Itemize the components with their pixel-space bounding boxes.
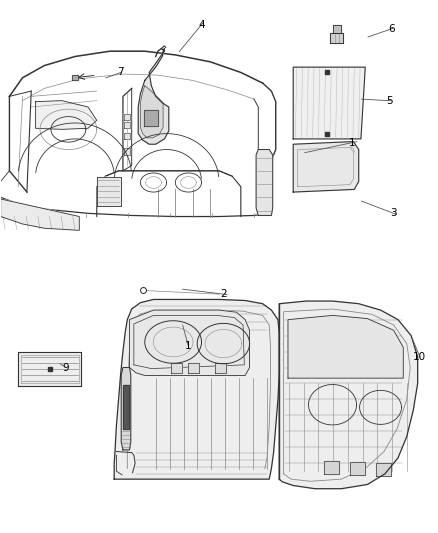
Polygon shape [144,110,158,126]
Polygon shape [97,176,121,206]
Text: 10: 10 [413,352,427,362]
Polygon shape [124,114,131,120]
Polygon shape [293,67,365,139]
Polygon shape [256,150,273,215]
Polygon shape [188,364,199,373]
Polygon shape [293,142,359,192]
Polygon shape [138,49,169,144]
Polygon shape [141,86,163,138]
Polygon shape [124,122,131,128]
Polygon shape [35,101,97,130]
Text: 7: 7 [117,68,124,77]
Polygon shape [130,310,250,375]
Polygon shape [330,33,343,43]
Polygon shape [171,364,182,373]
Polygon shape [123,384,129,429]
Polygon shape [124,149,131,155]
Text: 3: 3 [390,208,397,219]
Polygon shape [114,300,279,479]
Text: 4: 4 [198,20,205,30]
Polygon shape [18,352,81,386]
Polygon shape [376,463,392,477]
Polygon shape [332,25,341,33]
Polygon shape [288,316,403,378]
Polygon shape [1,199,79,230]
Polygon shape [215,364,226,373]
Text: 1: 1 [349,138,356,148]
Polygon shape [324,461,339,474]
Text: 5: 5 [386,95,392,106]
Polygon shape [121,368,131,450]
Polygon shape [350,462,365,475]
Text: 2: 2 [220,289,227,299]
Text: 1: 1 [185,341,192,351]
Polygon shape [72,75,78,80]
Text: 6: 6 [388,24,395,34]
Polygon shape [124,133,131,139]
Polygon shape [279,301,418,489]
Text: 9: 9 [63,362,70,373]
